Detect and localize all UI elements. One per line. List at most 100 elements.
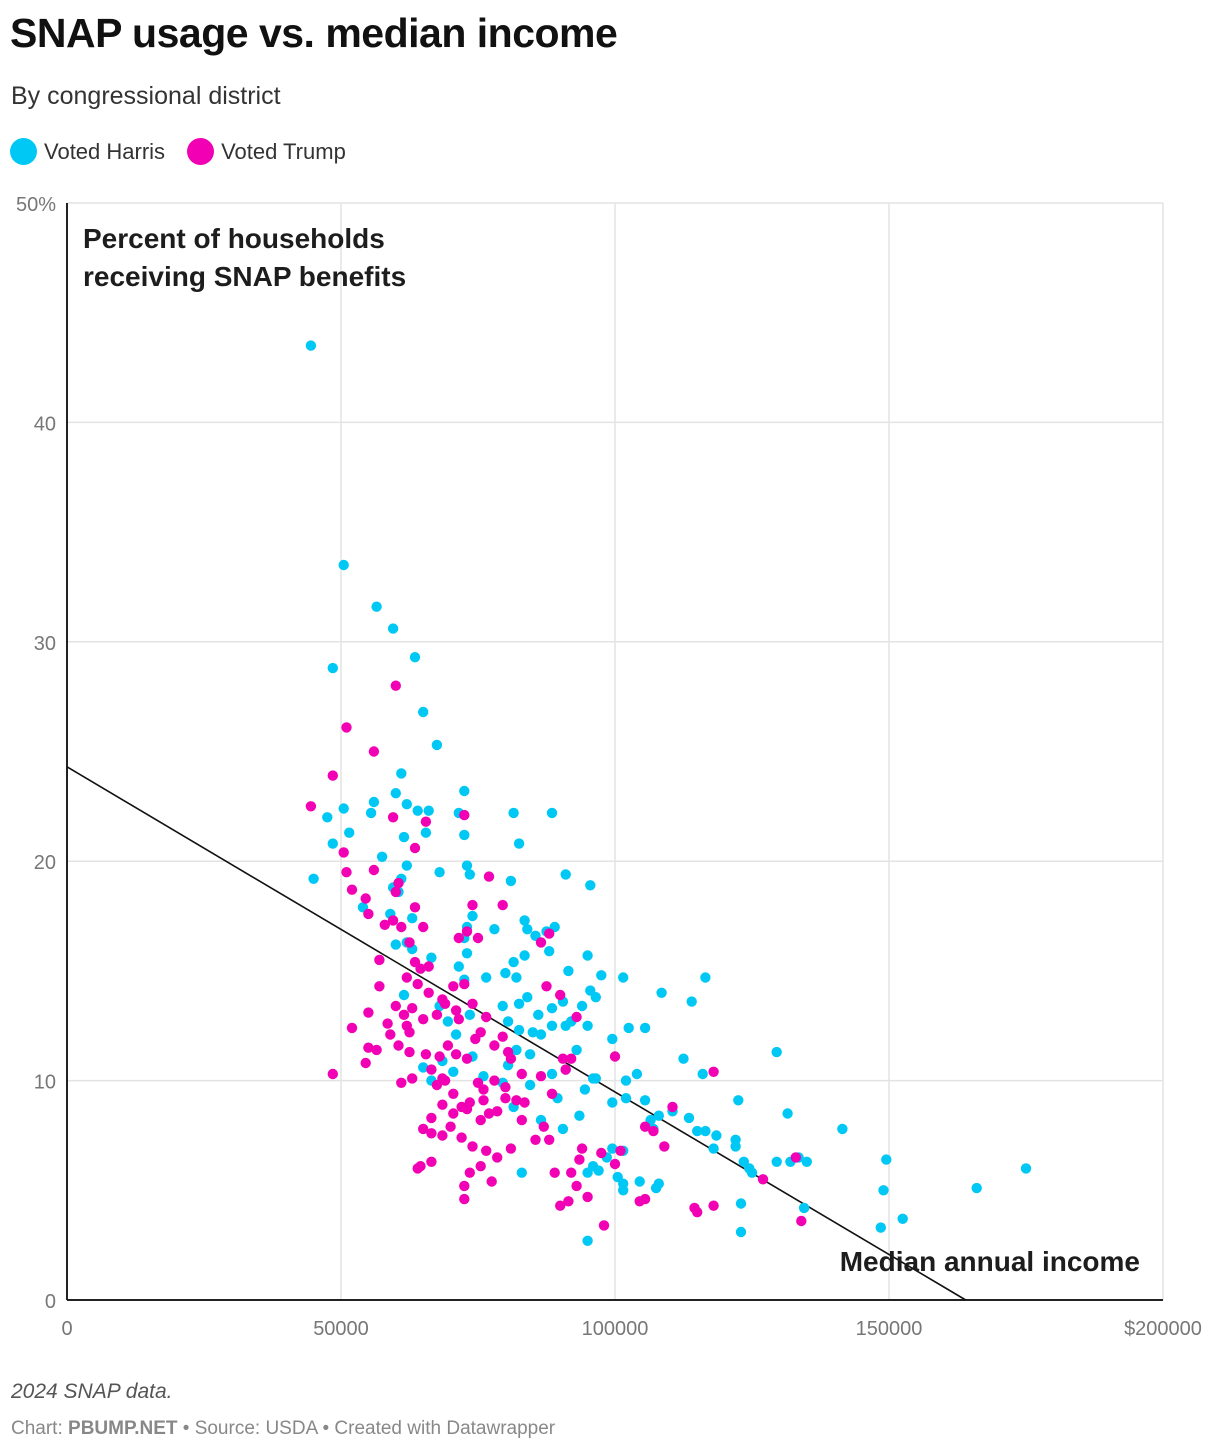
trump-point xyxy=(418,921,429,933)
trump-point xyxy=(557,1053,569,1064)
harris-point xyxy=(544,946,555,957)
trump-point xyxy=(535,937,547,948)
harris-point xyxy=(524,1079,536,1091)
harris-point xyxy=(513,998,525,1009)
harris-point xyxy=(683,1112,695,1124)
trump-point xyxy=(387,915,399,926)
chart-footer: Chart: PBUMP.NET • Source: USDA • Create… xyxy=(11,1418,555,1440)
trump-point xyxy=(576,1143,588,1154)
trump-point xyxy=(431,1079,443,1091)
trump-point xyxy=(404,1046,415,1058)
trump-point xyxy=(431,1009,443,1020)
harris-point xyxy=(571,1044,582,1056)
trump-point xyxy=(609,1051,621,1062)
trump-point xyxy=(407,1073,418,1084)
harris-point xyxy=(875,1222,886,1233)
harris-point xyxy=(420,827,432,838)
trump-point xyxy=(368,864,380,876)
trump-point xyxy=(639,1121,651,1132)
harris-point xyxy=(508,956,519,968)
trump-point xyxy=(519,1097,530,1108)
harris-point xyxy=(464,1009,475,1020)
trump-point xyxy=(549,1167,560,1178)
trump-point xyxy=(409,902,421,913)
harris-point xyxy=(574,1110,585,1121)
trump-point xyxy=(481,1011,492,1023)
harris-point xyxy=(500,967,511,979)
trump-point xyxy=(442,1040,454,1051)
harris-point xyxy=(390,939,401,950)
harris-point xyxy=(798,1202,810,1214)
trump-point xyxy=(475,1114,486,1126)
trump-point xyxy=(483,1108,495,1119)
harris-point xyxy=(398,989,410,1001)
trump-point xyxy=(544,1134,555,1146)
trump-point xyxy=(390,886,401,898)
trump-point xyxy=(708,1200,719,1211)
trump-point xyxy=(467,899,478,911)
harris-point xyxy=(771,1156,782,1168)
trump-point xyxy=(423,961,434,972)
trump-point xyxy=(374,981,385,992)
harris-point xyxy=(582,1167,593,1178)
trump-point xyxy=(374,954,385,966)
harris-point xyxy=(801,1156,812,1168)
harris-point xyxy=(563,965,574,977)
harris-point xyxy=(771,1046,782,1058)
legend-harris-label: Voted Harris xyxy=(44,138,166,164)
footer-chart-label: Chart: xyxy=(11,1418,69,1439)
harris-point xyxy=(546,1020,558,1031)
trump-point xyxy=(481,1145,492,1157)
harris-point xyxy=(508,807,519,819)
x-axis-label: Median annual income xyxy=(840,1246,1140,1277)
trump-point xyxy=(464,1167,475,1178)
y-tick-label: 20 xyxy=(34,852,56,874)
trump-point xyxy=(387,812,399,823)
trump-point xyxy=(368,746,380,757)
trump-point xyxy=(450,1005,462,1016)
trump-point xyxy=(598,1220,610,1231)
trump-point xyxy=(757,1174,769,1185)
trump-point xyxy=(571,1011,582,1023)
harris-point xyxy=(442,1016,454,1027)
harris-point xyxy=(593,1165,604,1176)
harris-point xyxy=(412,805,423,816)
trump-point xyxy=(327,1068,338,1080)
harris-point xyxy=(519,915,530,926)
harris-point xyxy=(489,924,500,935)
trump-point xyxy=(409,842,421,854)
trump-point xyxy=(497,1031,508,1042)
trump-point xyxy=(453,932,464,944)
harris-point xyxy=(533,1009,544,1020)
trump-point xyxy=(459,1193,470,1205)
chart-notes: 2024 SNAP data. xyxy=(11,1380,173,1403)
trump-point xyxy=(596,1147,607,1159)
trump-point xyxy=(555,1200,566,1211)
harris-point xyxy=(396,768,407,779)
trump-point xyxy=(404,937,415,948)
harris-point xyxy=(513,838,525,849)
trump-point xyxy=(505,1143,517,1154)
harris-point xyxy=(497,1000,508,1012)
trump-point xyxy=(393,877,404,889)
trump-point xyxy=(412,978,423,990)
y-axis-label-line-2: receiving SNAP benefits xyxy=(83,261,406,292)
trump-point xyxy=(497,899,508,911)
harris-point xyxy=(338,559,349,571)
chart-title: SNAP usage vs. median income xyxy=(10,10,618,56)
trump-point xyxy=(492,1152,503,1163)
trump-point xyxy=(475,1161,486,1172)
trump-point xyxy=(407,1003,418,1014)
harris-point xyxy=(678,1053,689,1064)
harris-point xyxy=(618,972,629,983)
harris-point xyxy=(511,972,522,983)
trump-point xyxy=(459,1180,470,1192)
harris-point xyxy=(513,1024,525,1036)
trump-point xyxy=(500,1082,511,1093)
harris-point xyxy=(387,623,399,634)
harris-point xyxy=(782,1108,793,1119)
harris-point xyxy=(519,950,530,961)
trump-point xyxy=(439,1075,451,1086)
legend: Voted Harris Voted Trump xyxy=(10,138,368,165)
trump-point xyxy=(426,1128,437,1139)
